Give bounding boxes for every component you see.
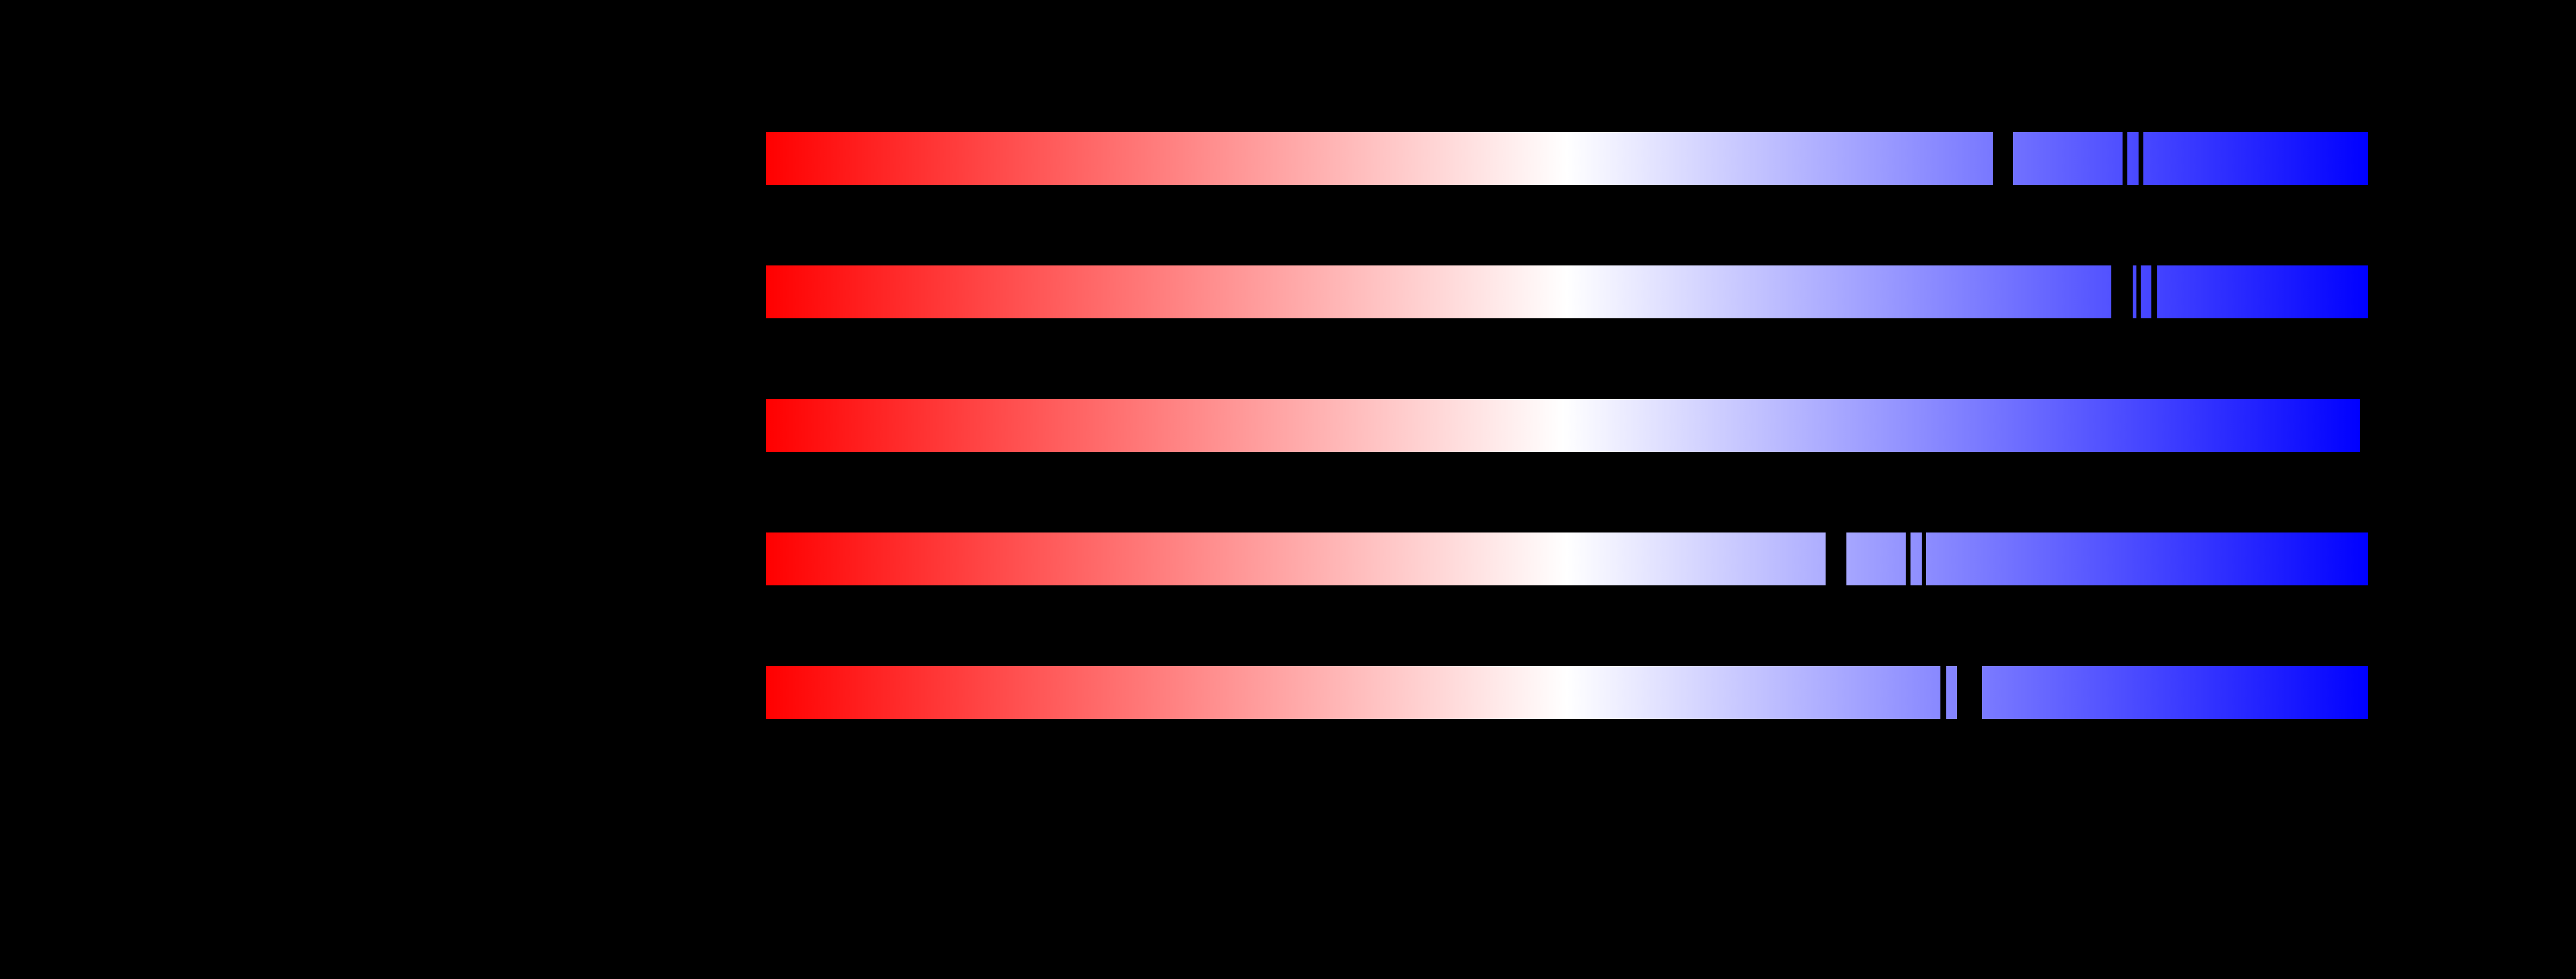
marker-line [2123,132,2127,185]
gradient-bar [766,132,2368,185]
marker-line [1906,532,1911,585]
marker-line [2111,265,2133,318]
gradient-bar [766,265,2368,318]
marker-line [2139,132,2143,185]
gradient-bar [766,399,2360,452]
marker-line [1940,666,1946,719]
gradient-bar [766,666,2368,719]
marker-line [1922,532,1926,585]
marker-line [2136,265,2141,318]
marker-line [2151,265,2157,318]
marker-line [1993,132,2013,185]
marker-line [1826,532,1846,585]
gradient-bar [766,532,2368,585]
marker-line [1957,666,1982,719]
